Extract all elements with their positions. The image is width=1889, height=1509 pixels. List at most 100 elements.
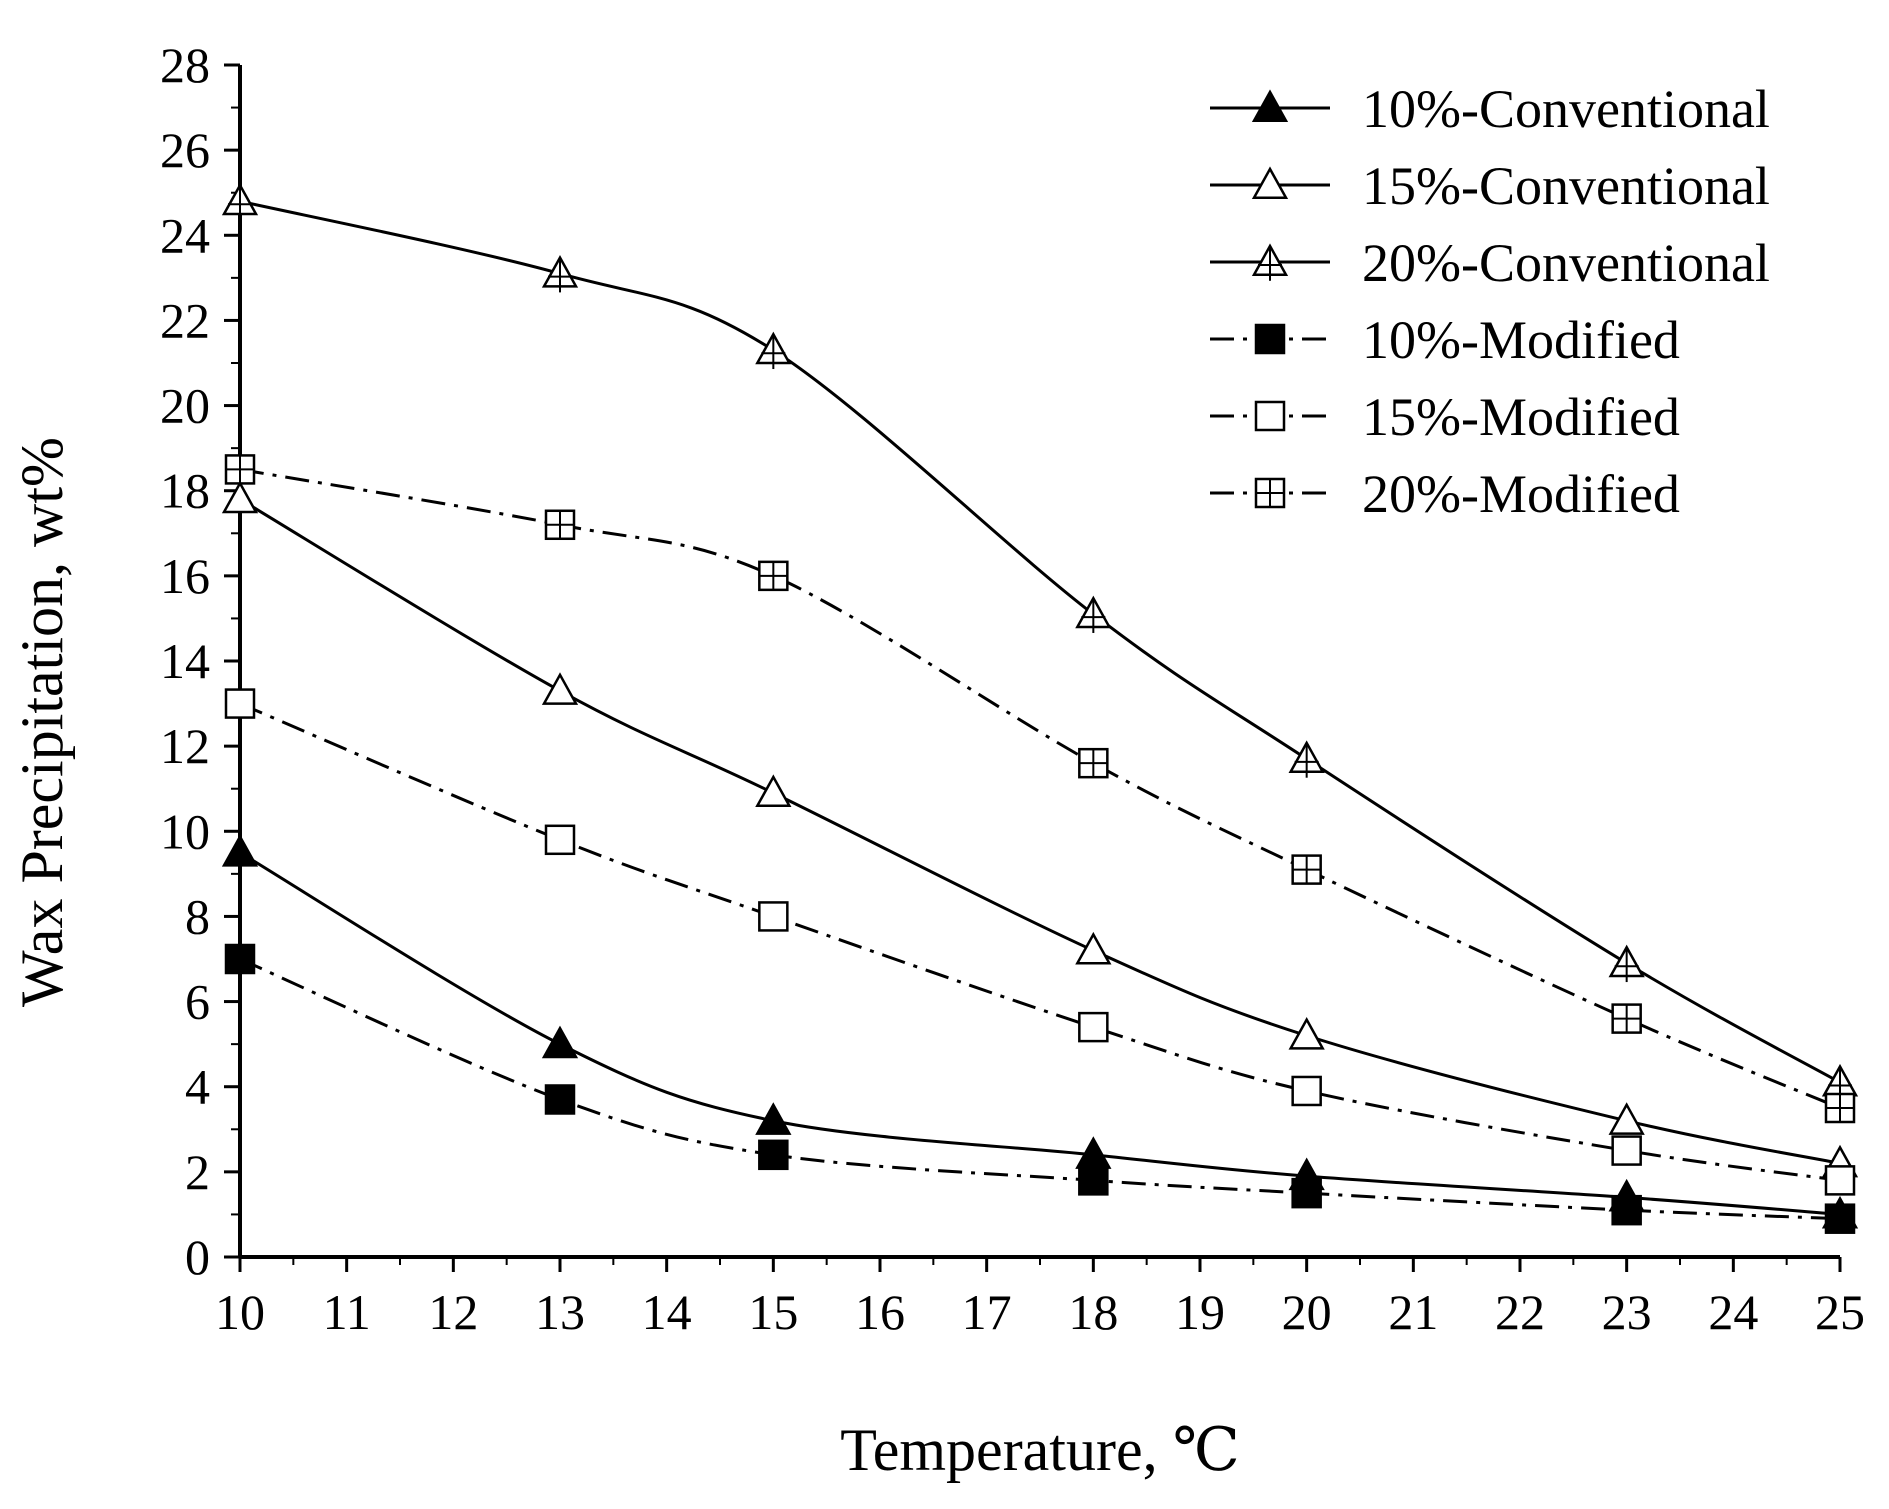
x-tick-label: 25 — [1815, 1284, 1865, 1340]
marker-shape — [224, 943, 256, 975]
marker-open-square — [758, 901, 789, 932]
legend-item: 10%-Modified — [1210, 310, 1680, 370]
marker-shape — [1288, 1017, 1325, 1050]
marker-shape — [224, 688, 256, 719]
marker-crossed-square — [224, 454, 256, 485]
y-tick-label: 2 — [185, 1144, 210, 1200]
x-tick-label: 21 — [1388, 1284, 1438, 1340]
marker-open-square — [1078, 1011, 1109, 1043]
marker-open-triangle — [1075, 931, 1112, 965]
series-20-conventional — [221, 182, 1859, 1102]
marker-open-triangle — [221, 480, 259, 514]
legend-label: 10%-Modified — [1362, 310, 1680, 370]
legend: 10%-Conventional 15%-Conventional 20%-Conv… — [1210, 79, 1770, 524]
marker-filled-triangle — [755, 1102, 792, 1135]
marker-open-square — [224, 688, 256, 719]
marker-crossed-triangle — [1075, 595, 1112, 633]
marker-shape — [1291, 1075, 1322, 1107]
marker-shape — [755, 774, 792, 808]
marker-shape — [758, 1139, 789, 1171]
legend-label: 15%-Conventional — [1362, 156, 1770, 216]
marker-crossed-square — [1254, 477, 1286, 509]
y-tick-label: 12 — [160, 718, 210, 774]
x-tick-label: 12 — [428, 1284, 478, 1340]
legend-item: 15%-Modified — [1210, 387, 1680, 447]
marker-filled-square — [1078, 1165, 1109, 1196]
marker-crossed-triangle — [541, 255, 579, 293]
marker-open-triangle — [541, 672, 579, 705]
marker-shape — [1611, 1135, 1642, 1166]
marker-crossed-square — [1078, 747, 1109, 779]
marker-shape — [758, 901, 789, 932]
x-tick-label: 10 — [215, 1284, 265, 1340]
series-line — [239, 467, 1841, 1110]
marker-shape — [1824, 1165, 1856, 1196]
x-tick-label: 23 — [1602, 1284, 1652, 1340]
marker-filled-square — [1254, 323, 1286, 355]
x-tick-label: 20 — [1282, 1284, 1332, 1340]
marker-filled-square — [1824, 1203, 1856, 1234]
marker-shape — [1608, 1102, 1645, 1135]
marker-crossed-square — [758, 560, 789, 592]
marker-open-triangle — [755, 774, 792, 808]
series-10-conventional — [221, 833, 1859, 1229]
y-axis-title: Wax Precipitation, wt% — [9, 437, 75, 1007]
marker-shape — [541, 1025, 579, 1059]
series-layer — [221, 182, 1859, 1234]
marker-shape — [1291, 1177, 1322, 1209]
x-tick-label: 22 — [1495, 1284, 1545, 1340]
marker-open-triangle — [1608, 1102, 1645, 1135]
marker-crossed-triangle — [755, 331, 792, 370]
marker-shape — [1611, 1194, 1642, 1226]
x-tick-label: 13 — [535, 1284, 585, 1340]
marker-filled-triangle — [541, 1025, 579, 1059]
x-tick-label: 14 — [642, 1284, 692, 1340]
marker-shape — [1824, 1203, 1856, 1234]
y-tick-label: 26 — [160, 122, 210, 178]
legend-item: 15%-Conventional — [1210, 156, 1770, 216]
x-tick-label: 16 — [855, 1284, 905, 1340]
marker-open-square — [1824, 1165, 1856, 1196]
y-tick-label: 16 — [160, 548, 210, 604]
marker-crossed-square — [1824, 1092, 1856, 1124]
y-tick-label: 18 — [160, 463, 210, 519]
x-axis-title: Temperature, ℃ — [840, 1417, 1239, 1483]
marker-filled-triangle — [1251, 89, 1289, 123]
y-tick-label: 6 — [185, 974, 210, 1030]
marker-shape — [1254, 400, 1286, 432]
y-tick-label: 20 — [160, 378, 210, 434]
series-line — [239, 702, 1841, 1182]
marker-open-triangle — [1251, 166, 1289, 200]
series-15-modified — [224, 688, 1856, 1196]
legend-item: 20%-Modified — [1210, 464, 1680, 524]
marker-open-square — [1611, 1135, 1642, 1166]
y-tick-label: 10 — [160, 803, 210, 859]
marker-shape — [1075, 931, 1112, 965]
series-15-conventional — [221, 480, 1859, 1178]
y-tick-label: 28 — [160, 37, 210, 93]
y-tick-label: 14 — [160, 633, 210, 689]
marker-shape — [1251, 166, 1289, 200]
marker-crossed-square — [544, 509, 576, 541]
series-line — [239, 851, 1841, 1216]
legend-label: 10%-Conventional — [1362, 79, 1770, 139]
marker-filled-square — [1291, 1177, 1322, 1209]
marker-shape — [221, 833, 259, 867]
axes: 10 11 12 13 14 15 16 17 18 19 20 21 22 23 24 2502468101… — [160, 37, 1865, 1340]
legend-label: 15%-Modified — [1362, 387, 1680, 447]
marker-filled-square — [224, 943, 256, 975]
series-20-modified — [224, 454, 1856, 1124]
marker-crossed-square — [1611, 1003, 1642, 1034]
x-tick-label: 17 — [962, 1284, 1012, 1340]
y-tick-label: 0 — [185, 1229, 210, 1285]
marker-open-square — [1291, 1075, 1322, 1107]
marker-shape — [1078, 1165, 1109, 1196]
series-line — [239, 957, 1841, 1221]
marker-open-triangle — [1288, 1017, 1325, 1050]
marker-shape — [541, 672, 579, 705]
legend-label: 20%-Conventional — [1362, 233, 1770, 293]
y-tick-label: 24 — [160, 207, 210, 263]
marker-crossed-square — [1291, 854, 1322, 885]
